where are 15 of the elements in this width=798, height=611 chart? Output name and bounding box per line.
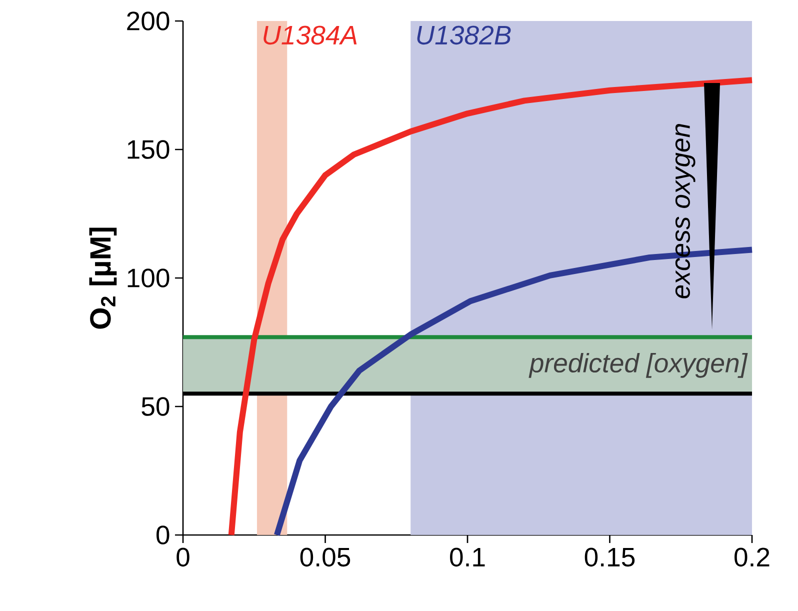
x-tick-label: 0.05	[300, 548, 350, 567]
y-tick-label: 0	[156, 526, 170, 544]
x-tick-label: 0.1	[450, 548, 485, 567]
x-tick-label: 0.2	[734, 548, 770, 567]
x-tick-label: 0.15	[584, 548, 635, 567]
y-tick-label: 200	[127, 12, 170, 30]
text: U1384A	[264, 26, 357, 45]
y-tick-label: 50	[142, 397, 170, 416]
x-tick-label: 0	[176, 548, 190, 567]
band-label: predicted [oxygen]	[528, 352, 748, 378]
text: U1382B	[417, 26, 511, 45]
y-tick-label: 100	[128, 268, 170, 288]
y-tick-label: 150	[128, 140, 170, 159]
annotation: excess oxygen	[675, 124, 696, 298]
y-axis-title: O$_{2}$ [µM]	[89, 228, 117, 329]
